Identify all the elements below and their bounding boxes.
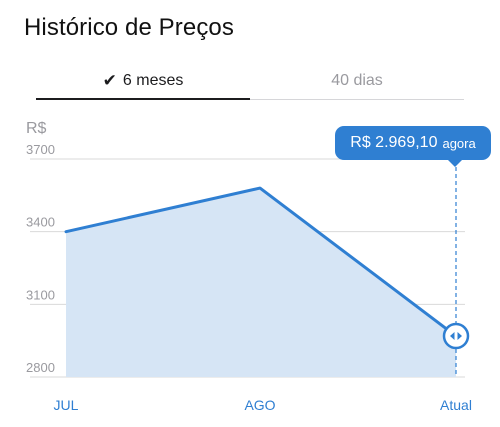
x-tick-label: Atual	[440, 397, 472, 413]
price-line	[64, 186, 458, 338]
tooltip-time: agora	[442, 135, 476, 151]
x-tick-label: AGO	[244, 397, 275, 413]
tab-active-underline	[36, 98, 250, 100]
tab-6-meses-label: 6 meses	[122, 72, 184, 89]
tab-inactive-underline	[250, 98, 464, 100]
y-tick-label: 3100	[26, 287, 55, 302]
y-tick-label: 3700	[26, 142, 55, 157]
tooltip-price: R$ 2.969,10	[350, 134, 438, 151]
page-title: Histórico de Preços	[24, 14, 234, 41]
checkmark-icon: ✔	[102, 71, 117, 90]
x-tick-label: JUL	[54, 397, 79, 413]
slider-handle-icon	[442, 322, 470, 350]
handle-left-arrow-icon	[450, 332, 455, 341]
tooltip-arrow	[448, 160, 462, 167]
current-price-tooltip: R$ 2.969,10 agora	[335, 126, 491, 167]
y-tick-label: 2800	[26, 360, 55, 375]
y-tick-label: 3400	[26, 215, 55, 230]
tab-40-dias[interactable]: 40 dias	[250, 62, 464, 100]
y-axis-unit-label: R$	[26, 120, 47, 137]
period-tabs: ✔ 6 meses 40 dias	[36, 62, 464, 100]
tab-6-meses[interactable]: ✔ 6 meses	[36, 62, 250, 100]
tab-40-dias-label: 40 dias	[331, 72, 383, 89]
handle-right-arrow-icon	[457, 332, 462, 341]
price-area	[66, 188, 456, 377]
